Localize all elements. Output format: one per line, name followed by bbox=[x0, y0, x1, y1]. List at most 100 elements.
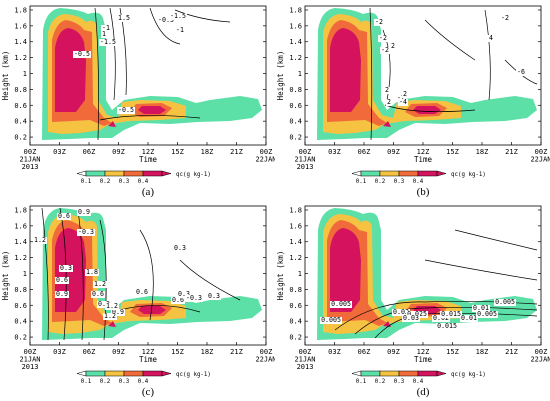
colorbar-high-end bbox=[161, 370, 172, 377]
contour-label: 0.6 bbox=[136, 288, 148, 296]
x-tick-label: 15Z bbox=[171, 148, 184, 156]
y-tick-label: 1 bbox=[23, 70, 27, 78]
colorbar-swatch bbox=[123, 170, 144, 177]
x-tick-label: 09Z bbox=[387, 348, 400, 356]
contour-label-bg bbox=[175, 27, 185, 34]
contour-label-bg bbox=[380, 47, 390, 54]
x-tick-label: 03Z bbox=[53, 348, 66, 356]
contour-label-bg bbox=[440, 311, 462, 318]
x-tick-label: 12Z bbox=[142, 148, 155, 156]
y-axis-label: Height (km) bbox=[276, 251, 285, 301]
y-tick-label: 0.8 bbox=[14, 86, 27, 94]
y-tick-label: 0.6 bbox=[289, 302, 302, 310]
colorbar-label: qc(g kg-1) bbox=[176, 172, 211, 178]
contour-label: -2 bbox=[501, 14, 509, 22]
contour-label-bg bbox=[500, 15, 510, 22]
colorbar-tick-label: 0.1 bbox=[356, 179, 367, 185]
y-axis-label: Height (km) bbox=[1, 251, 10, 301]
contour-label: 0.015 bbox=[437, 322, 457, 330]
contour-label: -6 bbox=[517, 68, 525, 76]
contour-label: -2 bbox=[381, 46, 389, 54]
contour-label-bg bbox=[117, 15, 131, 22]
contour-label-bg bbox=[57, 213, 71, 220]
colorbar-swatch bbox=[104, 170, 125, 177]
contour-label-bg bbox=[378, 35, 388, 42]
contour-label: 0.01 bbox=[473, 304, 489, 312]
contour-line-2 bbox=[354, 306, 538, 335]
y-tick-label: 0.2 bbox=[289, 134, 302, 142]
colorbar-tick-label: 0.3 bbox=[394, 179, 405, 185]
panel-a: -0.5 -1 -1.5 1 -0.5 -1 -1.5 1.5 -0.5 0.2 0.4 0.6 0.8… bbox=[0, 0, 275, 200]
x-axis-label: Time bbox=[414, 155, 433, 164]
x-tick-label: 21JAN bbox=[294, 356, 315, 364]
colorbar-swatch bbox=[123, 370, 144, 377]
qc-field bbox=[42, 8, 262, 140]
colorbar-swatch bbox=[417, 370, 438, 377]
colorbar-swatch bbox=[398, 170, 419, 177]
y-tick-label: 0.8 bbox=[14, 286, 27, 294]
contour-label-bg bbox=[476, 311, 498, 318]
contour-label: 2 bbox=[403, 90, 407, 98]
contour-line-4 bbox=[424, 259, 538, 281]
x-tick-label: 00Z bbox=[299, 148, 312, 156]
colorbar-swatch bbox=[142, 370, 163, 377]
y-tick-label: 1.2 bbox=[14, 54, 27, 62]
colorbar-swatch bbox=[85, 370, 106, 377]
qc-shading-4 bbox=[55, 228, 166, 327]
x-tick-label: 18Z bbox=[201, 348, 214, 356]
y-tick-label: 1.6 bbox=[289, 22, 302, 30]
contour-lines bbox=[369, 7, 538, 141]
contour-label-bg bbox=[55, 291, 69, 298]
x-tick-label: 21Z bbox=[505, 348, 518, 356]
x-tick-label: 06Z bbox=[83, 148, 96, 156]
contour-label: -1.5 bbox=[170, 12, 186, 20]
contour-label-bg bbox=[386, 99, 392, 106]
y-tick-label: 0.2 bbox=[14, 134, 27, 142]
y-tick-label: 1.6 bbox=[14, 222, 27, 230]
colorbar: 0.1 0.2 0.3 0.4 qc(g kg-1) bbox=[351, 370, 486, 385]
x-tick-label: 2013 bbox=[22, 363, 39, 371]
contour-label: 0.005 bbox=[321, 316, 341, 324]
y-tick-label: 1.4 bbox=[289, 38, 302, 46]
colorbar-tick-label: 0.4 bbox=[138, 179, 149, 185]
colorbar-label: qc(g kg-1) bbox=[451, 172, 486, 178]
contour-label: 0.6 bbox=[172, 296, 184, 304]
y-tick-label: 0.8 bbox=[289, 286, 302, 294]
contour-label-bg bbox=[472, 305, 490, 312]
colorbar-swatch bbox=[417, 170, 438, 177]
x-axis-label: Time bbox=[414, 355, 433, 364]
x-axis-label: Time bbox=[139, 155, 158, 164]
contour-label: 0.025 bbox=[407, 310, 427, 318]
colorbar-high-end bbox=[436, 170, 447, 177]
contour-label-bg bbox=[157, 17, 175, 24]
contour-label: 0.03 bbox=[403, 314, 419, 322]
y-tick-label: 1.8 bbox=[14, 6, 27, 14]
colorbar-swatch bbox=[360, 170, 381, 177]
contour-label-bg bbox=[169, 13, 187, 20]
x-tick-label: 00Z bbox=[260, 348, 273, 356]
x-tick-label: 12Z bbox=[417, 148, 430, 156]
contour-label-bg bbox=[396, 95, 406, 102]
contour-label: -1.5 bbox=[100, 38, 116, 46]
x-tick-label: 22JAN bbox=[530, 156, 550, 164]
contour-label: -4 bbox=[399, 98, 407, 106]
contour-line-2 bbox=[109, 7, 116, 101]
y-tick-label: 1.2 bbox=[289, 254, 302, 262]
contour-line-3 bbox=[424, 19, 476, 61]
contour-line-1 bbox=[41, 207, 49, 341]
contour-label-bg bbox=[117, 107, 135, 114]
contour-label-bg bbox=[436, 323, 458, 330]
y-axis-label: Height (km) bbox=[1, 51, 10, 101]
x-tick-label: 00Z bbox=[299, 348, 312, 356]
colorbar-swatch bbox=[398, 370, 419, 377]
contour-label-bg bbox=[330, 301, 352, 308]
contour-label: 1.8 bbox=[86, 268, 98, 276]
contour-label-bg bbox=[185, 295, 203, 302]
contour-label: 0.3 bbox=[174, 244, 186, 252]
contour-label: 1.2 bbox=[106, 302, 118, 310]
contour-line-5 bbox=[454, 229, 538, 251]
contour-line-6 bbox=[99, 115, 201, 121]
colorbar-tick-label: 0.2 bbox=[100, 179, 110, 185]
contour-label-bg bbox=[460, 315, 478, 322]
contour-label: 1.2 bbox=[34, 236, 46, 244]
